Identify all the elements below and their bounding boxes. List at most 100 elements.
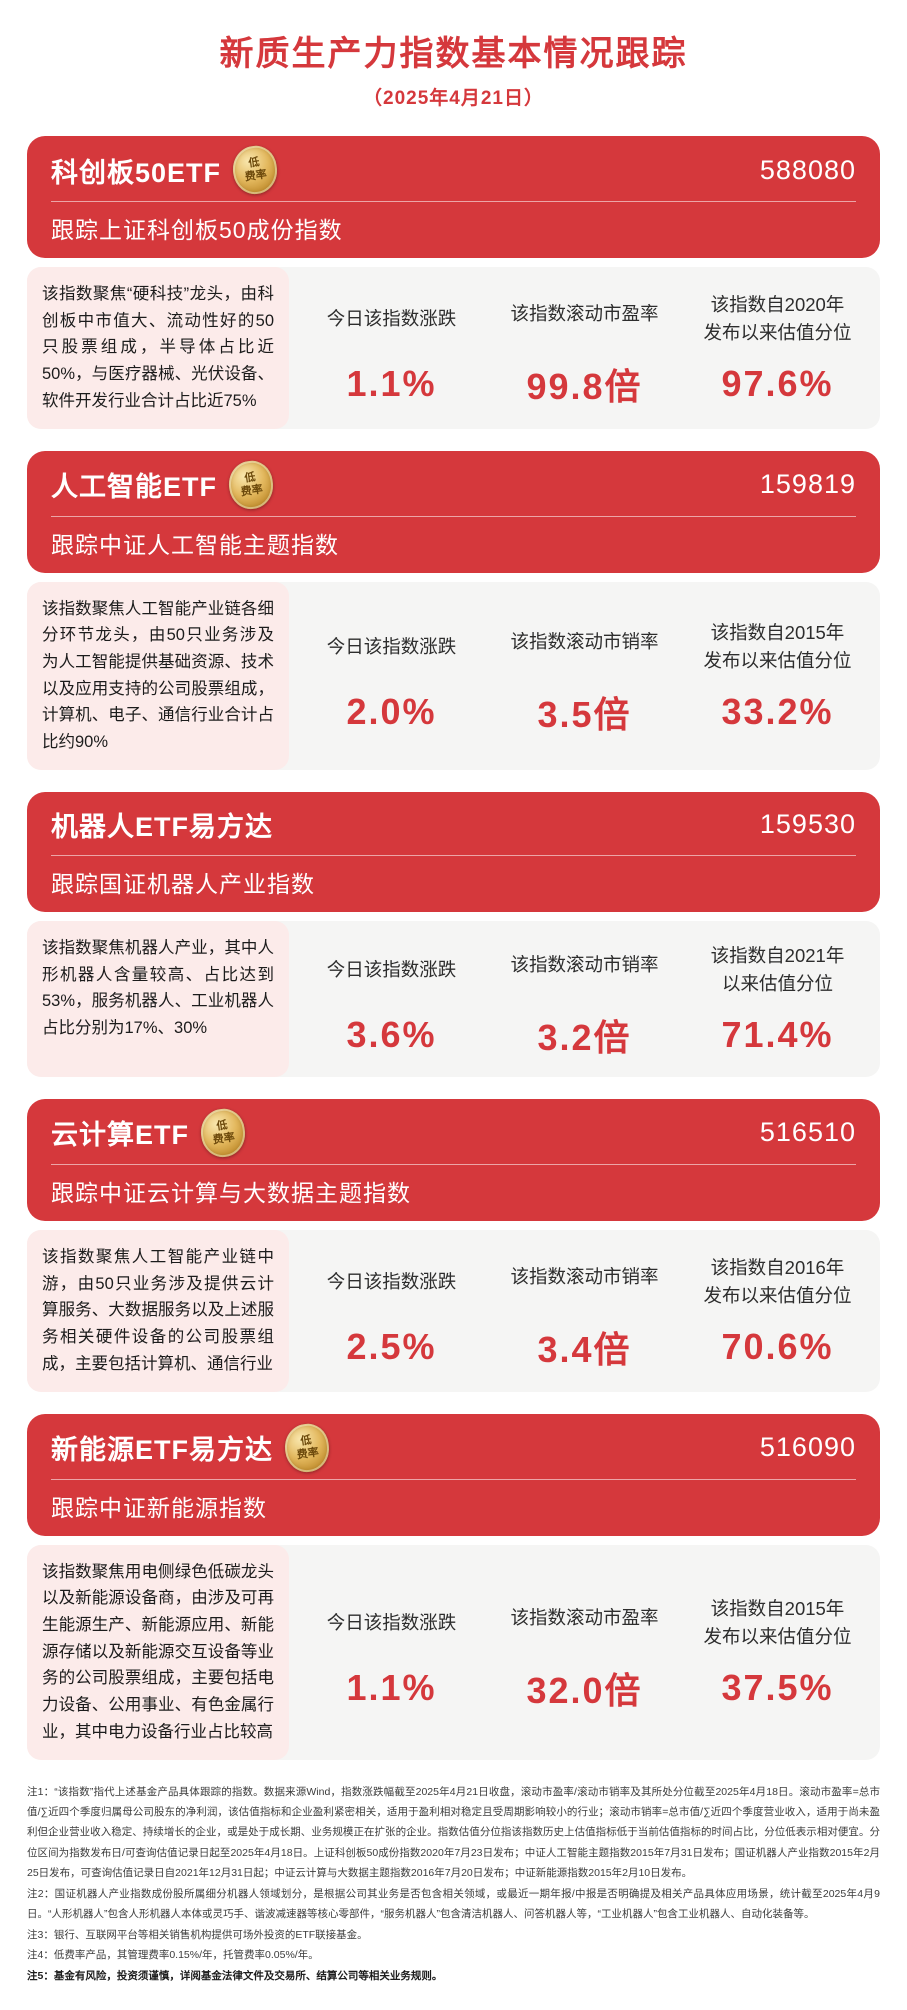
- stat-value: 32.0倍: [526, 1670, 643, 1712]
- stat-percentile: 该指数自2015年 发布以来估值分位 33.2%: [681, 619, 874, 733]
- card-description: 该指数聚焦人工智能产业链中游，由50只业务涉及提供云计算服务、大数据服务以及上述…: [27, 1229, 289, 1392]
- card-description: 该指数聚焦“硬科技”龙头，由科创板中市值大、流动性好的50只股票组成，半导体占比…: [27, 267, 289, 429]
- stat-value: 33.2%: [721, 690, 834, 732]
- tracking-index: 跟踪中证新能源指数: [51, 1494, 267, 1521]
- stat-label-line: 发布以来估值分位: [703, 649, 852, 671]
- stat-change: 今日该指数涨跌 2.5%: [295, 1254, 488, 1368]
- low-fee-badge-icon: 低 费率: [229, 143, 281, 197]
- card-description: 该指数聚焦用电侧绿色低碳龙头以及新能源设备商，由涉及可再生能源生产、新能源应用、…: [27, 1544, 289, 1760]
- card-description: 该指数聚焦人工智能产业链各细分环节龙头，由50只业务涉及为人工智能提供基础资源、…: [27, 581, 289, 770]
- stat-ratio: 该指数滚动市盈率 99.8倍: [488, 286, 681, 410]
- stat-value: 3.6%: [346, 1013, 437, 1055]
- stat-label-line: 该指数自2020年: [710, 294, 845, 316]
- card-body: 该指数聚焦人工智能产业链中游，由50只业务涉及提供云计算服务、大数据服务以及上述…: [27, 1229, 880, 1392]
- stat-value: 3.4倍: [537, 1328, 632, 1370]
- tracking-index: 跟踪中证人工智能主题指数: [51, 531, 339, 558]
- tracking-index: 跟踪中证云计算与大数据主题指数: [51, 1179, 411, 1206]
- tracking-index: 跟踪上证科创板50成份指数: [51, 217, 343, 243]
- stat-label: 该指数自2015年 发布以来估值分位: [703, 619, 851, 675]
- header-divider: [51, 854, 856, 856]
- stat-label-line: 以来估值分位: [721, 972, 833, 994]
- stat-label-line: 今日该指数涨跌: [326, 635, 457, 657]
- card-header: 科创板50ETF 低 费率 588080 跟踪上证科创板50成份指数: [27, 136, 880, 258]
- stat-label: 今日该指数涨跌: [327, 1595, 457, 1651]
- stat-label: 该指数滚动市盈率: [510, 286, 658, 342]
- stat-ratio: 该指数滚动市销率 3.5倍: [488, 614, 681, 738]
- stat-value: 37.5%: [721, 1667, 834, 1709]
- stat-label: 该指数自2020年 发布以来估值分位: [703, 291, 851, 347]
- stat-value: 2.5%: [346, 1325, 437, 1367]
- footnote-3: 注3：银行、互联网平台等相关销售机构提供可场外投资的ETF联接基金。: [27, 1928, 368, 1941]
- stat-value: 99.8倍: [526, 365, 643, 407]
- card-stats: 今日该指数涨跌 2.0% 该指数滚动市销率 3.5倍 该指数自2015年 发布以…: [289, 582, 880, 770]
- stat-change: 今日该指数涨跌 1.1%: [295, 291, 488, 405]
- stat-label-line: 该指数滚动市销率: [510, 1265, 659, 1287]
- stat-label-line: 今日该指数涨跌: [326, 1612, 457, 1634]
- etf-code: 159530: [759, 809, 856, 840]
- stat-label: 该指数滚动市销率: [510, 614, 658, 670]
- card-stats: 今日该指数涨跌 2.5% 该指数滚动市销率 3.4倍 该指数自2016年 发布以…: [289, 1230, 880, 1392]
- stat-percentile: 该指数自2016年 发布以来估值分位 70.6%: [681, 1254, 874, 1368]
- stat-label-line: 发布以来估值分位: [703, 1626, 852, 1648]
- stat-value: 1.1%: [346, 1667, 437, 1709]
- etf-name: 新能源ETF易方达: [51, 1435, 273, 1465]
- etf-code: 588080: [759, 154, 856, 185]
- stat-value: 97.6%: [721, 362, 834, 404]
- etf-card-516090: 新能源ETF易方达 低 费率 516090 跟踪中证新能源指数 该指数聚焦用电侧…: [27, 1413, 880, 1760]
- stat-label: 该指数自2021年 以来估值分位: [711, 942, 845, 998]
- badge-text: 费率: [244, 168, 268, 184]
- card-stats: 今日该指数涨跌 3.6% 该指数滚动市销率 3.2倍 该指数自2021年 以来估…: [289, 921, 880, 1077]
- stat-label-line: 发布以来估值分位: [703, 321, 852, 343]
- stat-label-line: 今日该指数涨跌: [326, 1270, 457, 1292]
- etf-name: 人工智能ETF: [51, 472, 217, 503]
- card-header: 人工智能ETF 低 费率 159819 跟踪中证人工智能主题指数: [27, 450, 880, 573]
- card-body: 该指数聚焦“硬科技”龙头，由科创板中市值大、流动性好的50只股票组成，半导体占比…: [27, 267, 880, 429]
- etf-name: 云计算ETF: [51, 1120, 189, 1151]
- stat-label-line: 该指数滚动市盈率: [510, 1607, 659, 1629]
- stat-value: 70.6%: [721, 1325, 834, 1367]
- etf-code: 516510: [759, 1117, 856, 1148]
- etf-code: 516090: [759, 1432, 856, 1462]
- stat-label: 今日该指数涨跌: [327, 1254, 457, 1310]
- etf-code: 159819: [759, 469, 856, 500]
- stat-ratio: 该指数滚动市销率 3.2倍: [488, 937, 681, 1061]
- stat-label: 今日该指数涨跌: [327, 942, 457, 998]
- stat-ratio: 该指数滚动市盈率 32.0倍: [488, 1590, 681, 1714]
- low-fee-badge-icon: 低 费率: [281, 1420, 333, 1475]
- stat-label-line: 该指数滚动市盈率: [510, 302, 659, 324]
- header-divider: [51, 1163, 856, 1165]
- card-body: 该指数聚焦机器人产业，其中人形机器人含量较高、占比达到53%，服务机器人、工业机…: [27, 920, 880, 1077]
- low-fee-badge-icon: 低 费率: [225, 457, 277, 512]
- footnote-1: 注1：“该指数”指代上述基金产品具体跟踪的指数。数据来源Wind，指数涨跌幅截至…: [27, 1785, 880, 1880]
- stat-percentile: 该指数自2020年 发布以来估值分位 97.6%: [681, 291, 874, 405]
- stat-change: 今日该指数涨跌 2.0%: [295, 619, 488, 733]
- footnotes: 注1：“该指数”指代上述基金产品具体跟踪的指数。数据来源Wind，指数涨跌幅截至…: [27, 1782, 880, 1987]
- header-divider: [51, 201, 856, 202]
- page-subtitle: （2025年4月21日）: [363, 88, 544, 109]
- card-body: 该指数聚焦人工智能产业链各细分环节龙头，由50只业务涉及为人工智能提供基础资源、…: [27, 581, 880, 770]
- etf-name: 机器人ETF易方达: [51, 812, 273, 843]
- stat-label-line: 今日该指数涨跌: [326, 959, 457, 981]
- card-header: 新能源ETF易方达 低 费率 516090 跟踪中证新能源指数: [27, 1413, 880, 1536]
- card-stats: 今日该指数涨跌 1.1% 该指数滚动市盈率 32.0倍 该指数自2015年 发布…: [289, 1545, 880, 1760]
- etf-card-159530: 机器人ETF易方达 159530 跟踪国证机器人产业指数 该指数聚焦机器人产业，…: [27, 791, 880, 1077]
- stat-percentile: 该指数自2021年 以来估值分位 71.4%: [681, 942, 874, 1056]
- stat-label: 该指数自2015年 发布以来估值分位: [703, 1595, 851, 1651]
- stat-label: 该指数滚动市盈率: [510, 1590, 658, 1646]
- stat-change: 今日该指数涨跌 3.6%: [295, 942, 488, 1056]
- stat-label-line: 该指数自2015年: [710, 1598, 845, 1620]
- stat-label-line: 该指数自2015年: [710, 622, 845, 643]
- stat-value: 3.2倍: [537, 1016, 632, 1058]
- stat-label-line: 该指数滚动市销率: [510, 630, 659, 652]
- etf-card-516510: 云计算ETF 低 费率 516510 跟踪中证云计算与大数据主题指数 该指数聚焦…: [27, 1098, 880, 1392]
- badge-text: 费率: [240, 483, 264, 499]
- footnote-5: 注5：基金有风险，投资须谨慎，详阅基金法律文件及交易所、结算公司等相关业务规则。: [27, 1969, 443, 1982]
- stat-label: 今日该指数涨跌: [327, 291, 457, 347]
- stat-value: 1.1%: [346, 362, 437, 404]
- header-divider: [51, 1478, 856, 1480]
- stat-label: 该指数自2016年 发布以来估值分位: [703, 1254, 851, 1310]
- card-stats: 今日该指数涨跌 1.1% 该指数滚动市盈率 99.8倍 该指数自2020年 发布…: [289, 267, 880, 429]
- card-header: 机器人ETF易方达 159530 跟踪国证机器人产业指数: [27, 791, 880, 912]
- stat-label-line: 发布以来估值分位: [703, 1284, 852, 1306]
- stat-label: 该指数滚动市销率: [510, 1249, 658, 1305]
